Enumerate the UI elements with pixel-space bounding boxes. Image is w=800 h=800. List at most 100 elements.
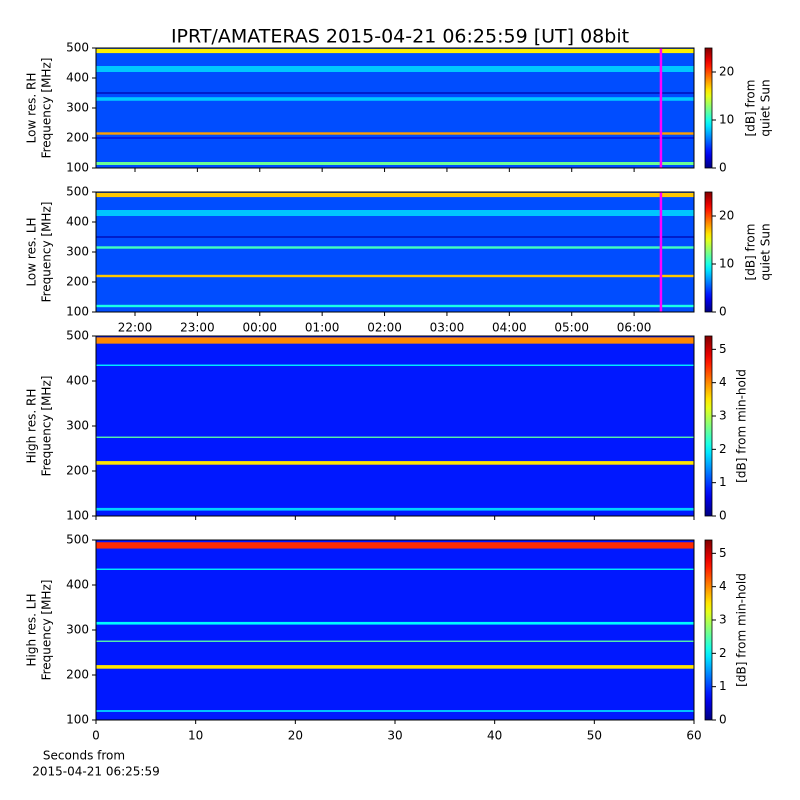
y-tick-label: 100 [66,509,89,523]
x-tick-label: 04:00 [492,321,527,335]
y-axis-label: High res. RH [25,389,39,464]
frequency-band [96,461,694,465]
colorbar-label: [dB] from min-hold [735,369,749,483]
x-tick-label: 50 [587,729,602,743]
y-tick-label: 200 [66,464,89,478]
colorbar [704,335,713,517]
frequency-band [96,364,694,366]
y-tick-label: 300 [66,623,89,637]
colorbar-tick-label: 4 [719,375,727,389]
frequency-band [96,304,694,308]
frequency-band [96,192,694,198]
colorbar-tick-label: 2 [719,646,727,660]
frequency-band [96,568,694,570]
colorbar-tick-label: 4 [719,579,727,593]
frequency-band [96,542,694,549]
x-axis-label: 2015-04-21 06:25:59 [32,765,159,779]
heatmap-background [96,540,694,720]
x-tick-label: 00:00 [242,321,277,335]
y-axis-label: Low res. RH [25,73,39,144]
y-axis-label: High res. LH [25,593,39,666]
heatmap-background [96,336,694,516]
colorbar-tick-label: 3 [719,409,727,423]
frequency-band [96,162,694,165]
colorbar-tick-label: 1 [719,679,727,693]
frequency-band [96,246,694,249]
colorbar-tick-label: 3 [719,613,727,627]
y-tick-label: 400 [66,215,89,229]
colorbar-label: quiet Sun [759,223,773,280]
frequency-band [96,274,694,278]
x-tick-label: 23:00 [180,321,215,335]
colorbar-tick-label: 20 [719,65,734,79]
y-tick-label: 400 [66,578,89,592]
colorbar-label: [dB] from min-hold [735,573,749,687]
y-tick-label: 500 [66,185,89,199]
x-tick-label: 20 [288,729,303,743]
y-tick-label: 500 [66,533,89,547]
frequency-band [96,97,694,101]
x-tick-label: 22:00 [118,321,153,335]
y-tick-label: 100 [66,713,89,727]
colorbar-tick-label: 1 [719,475,727,489]
y-tick-label: 300 [66,101,89,115]
colorbar-tick-label: 0 [719,161,727,175]
y-tick-label: 400 [66,374,89,388]
colorbar-label: [dB] from [744,80,758,137]
colorbar-tick-label: 20 [719,209,734,223]
frequency-band [96,210,694,216]
colorbar-tick-label: 10 [719,113,734,127]
y-tick-label: 300 [66,245,89,259]
y-axis-label: Frequency [MHz] [40,580,54,681]
frequency-band [96,137,694,139]
frequency-band [96,236,694,238]
y-axis-label: Low res. LH [25,217,39,286]
colorbar-label: [dB] from [744,224,758,281]
x-tick-label: 01:00 [305,321,340,335]
x-tick-label: 40 [487,729,502,743]
frequency-band [96,132,694,135]
y-tick-label: 500 [66,329,89,343]
colorbar-tick-label: 0 [719,509,727,523]
frequency-band [96,92,694,94]
y-tick-label: 400 [66,71,89,85]
frequency-band [96,337,694,344]
colorbar [704,47,713,169]
frequency-band [96,621,694,625]
colorbar-tick-label: 5 [719,546,727,560]
colorbar-tick-label: 5 [719,342,727,356]
frequency-band [96,665,694,669]
y-tick-label: 100 [66,161,89,175]
x-tick-label: 30 [387,729,402,743]
frequency-band [96,640,694,642]
frequency-band [96,507,694,511]
frequency-band [96,436,694,438]
y-tick-label: 200 [66,668,89,682]
y-tick-label: 300 [66,419,89,433]
y-axis-label: Frequency [MHz] [40,58,54,159]
y-tick-label: 100 [66,305,89,319]
x-tick-label: 02:00 [367,321,402,335]
frequency-band [96,710,694,712]
y-tick-label: 200 [66,275,89,289]
x-tick-label: 10 [188,729,203,743]
figure-title: IPRT/AMATERAS 2015-04-21 06:25:59 [UT] 0… [171,26,629,48]
x-axis-label: Seconds from [43,749,125,763]
colorbar-tick-label: 0 [719,305,727,319]
y-axis-label: Frequency [MHz] [40,376,54,477]
x-tick-label: 03:00 [430,321,465,335]
frequency-band [96,66,694,72]
colorbar [704,539,713,721]
colorbar-tick-label: 2 [719,442,727,456]
colorbar-label: quiet Sun [759,79,773,136]
x-tick-label: 06:00 [617,321,652,335]
x-tick-label: 0 [92,729,100,743]
colorbar-tick-label: 10 [719,257,734,271]
x-tick-label: 60 [686,729,701,743]
frequency-band [96,48,694,54]
colorbar [704,191,713,313]
y-tick-label: 500 [66,41,89,55]
y-axis-label: Frequency [MHz] [40,202,54,303]
y-tick-label: 200 [66,131,89,145]
